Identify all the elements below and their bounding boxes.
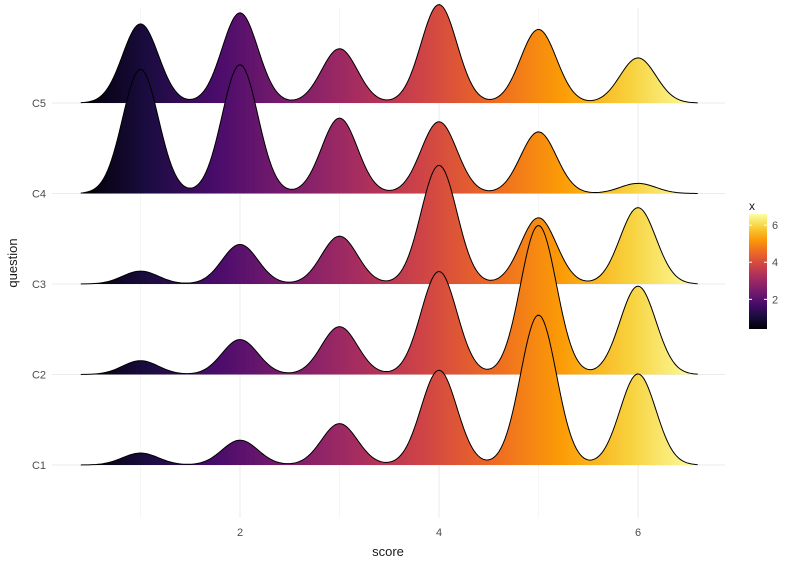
- legend-tick-label: 4: [772, 257, 778, 269]
- y-tick-label: C4: [32, 189, 46, 201]
- y-tick-label: C5: [32, 98, 46, 110]
- y-tick-label: C3: [32, 279, 46, 291]
- ridge-outline-C1: [80, 314, 698, 466]
- y-tick-label: C1: [32, 460, 46, 472]
- x-tick-label: 4: [436, 527, 442, 539]
- ridge-outline-C4: [80, 64, 698, 194]
- legend-title: x: [749, 199, 755, 213]
- ridge-outline-C2: [80, 225, 698, 375]
- color-legend: x 2 4 6: [749, 199, 778, 329]
- ridges: [80, 4, 698, 466]
- y-tick-label: C2: [32, 370, 46, 382]
- legend-tick-label: 6: [772, 220, 778, 232]
- x-tick-label: 2: [237, 527, 243, 539]
- ridge-area-C2: [80, 225, 698, 375]
- ridge-area-C1: [80, 315, 698, 465]
- y-tick-labels: C1 C2 C3 C4 C5: [32, 98, 46, 472]
- ridge-area-C4: [80, 64, 698, 194]
- x-tick-labels: 2 4 6: [237, 527, 641, 539]
- y-axis-title: question: [5, 238, 20, 287]
- x-axis-title: score: [372, 544, 404, 559]
- x-tick-label: 6: [635, 527, 641, 539]
- legend-colorbar: [749, 214, 767, 329]
- legend-ticks: 2 4 6: [749, 220, 778, 306]
- ridge-outline-C3: [80, 164, 698, 285]
- ridge-outline-C5: [80, 4, 698, 104]
- legend-tick-label: 2: [772, 294, 778, 306]
